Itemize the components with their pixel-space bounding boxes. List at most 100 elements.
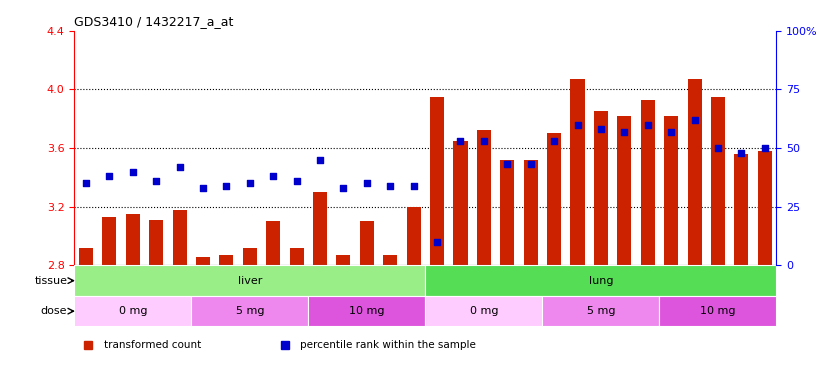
Bar — [360, 222, 374, 265]
Text: GDS3410 / 1432217_a_at: GDS3410 / 1432217_a_at — [74, 15, 234, 28]
Bar — [173, 210, 187, 265]
Point — [594, 126, 607, 132]
Point — [290, 178, 303, 184]
Text: dose: dose — [40, 306, 68, 316]
Bar — [266, 222, 280, 265]
Text: 10 mg: 10 mg — [349, 306, 385, 316]
Text: GSM326955: GSM326955 — [575, 268, 581, 313]
Bar — [711, 97, 725, 265]
Bar — [430, 97, 444, 265]
Point — [126, 169, 140, 175]
Bar — [336, 255, 350, 265]
Text: 0 mg: 0 mg — [470, 306, 498, 316]
Point — [337, 185, 350, 191]
Text: GSM326965: GSM326965 — [691, 268, 697, 313]
Bar — [313, 192, 327, 265]
Bar — [453, 141, 468, 265]
Text: GSM326947: GSM326947 — [481, 268, 487, 313]
Text: liver: liver — [238, 276, 262, 286]
Bar — [617, 116, 631, 265]
Bar — [290, 248, 304, 265]
Bar — [79, 248, 93, 265]
Bar — [757, 151, 771, 265]
Text: GSM326970: GSM326970 — [387, 268, 393, 313]
Text: GSM326945: GSM326945 — [458, 268, 463, 313]
Point — [314, 157, 327, 163]
Point — [501, 161, 514, 167]
Bar — [425, 296, 543, 326]
Bar — [524, 160, 538, 265]
Bar — [243, 248, 257, 265]
Point — [454, 138, 468, 144]
Bar — [74, 265, 425, 296]
Text: GSM326969: GSM326969 — [738, 268, 744, 313]
Text: GSM326953: GSM326953 — [551, 268, 557, 313]
Text: GSM326963: GSM326963 — [668, 268, 674, 313]
Bar — [425, 265, 776, 296]
Bar — [687, 79, 701, 265]
Point — [267, 173, 280, 179]
Bar — [406, 207, 420, 265]
Point — [641, 121, 654, 127]
Point — [407, 182, 420, 189]
Bar — [641, 100, 655, 265]
Text: GSM326964: GSM326964 — [317, 268, 323, 313]
Point — [477, 138, 491, 144]
Text: GSM326968: GSM326968 — [364, 268, 370, 313]
Text: GSM326962: GSM326962 — [294, 268, 300, 313]
Point — [383, 182, 396, 189]
Text: GSM326959: GSM326959 — [621, 268, 627, 313]
Point — [197, 185, 210, 191]
Text: transformed count: transformed count — [104, 340, 201, 351]
Bar — [74, 296, 192, 326]
Bar — [383, 255, 397, 265]
Bar — [594, 111, 608, 265]
Text: 10 mg: 10 mg — [700, 306, 736, 316]
Bar — [543, 296, 659, 326]
Point — [243, 180, 256, 186]
Text: GSM326954: GSM326954 — [200, 268, 206, 313]
Bar — [664, 116, 678, 265]
Bar — [102, 217, 116, 265]
Bar — [192, 296, 308, 326]
Text: GSM326971: GSM326971 — [762, 268, 767, 313]
Text: GSM326943: GSM326943 — [434, 268, 440, 313]
Bar — [477, 131, 491, 265]
Text: 5 mg: 5 mg — [586, 306, 615, 316]
Text: GSM326944: GSM326944 — [83, 268, 89, 313]
Text: GSM326948: GSM326948 — [130, 268, 135, 313]
Bar — [220, 255, 234, 265]
Text: GSM326949: GSM326949 — [505, 268, 510, 313]
Text: GSM326956: GSM326956 — [224, 268, 230, 313]
Point — [360, 180, 373, 186]
Text: GSM326946: GSM326946 — [107, 268, 112, 313]
Bar — [547, 133, 561, 265]
Text: GSM326966: GSM326966 — [340, 268, 346, 313]
Text: GSM326960: GSM326960 — [270, 268, 276, 313]
Point — [758, 145, 771, 151]
Point — [571, 121, 584, 127]
Point — [734, 150, 748, 156]
Text: GSM326967: GSM326967 — [715, 268, 721, 313]
Text: GSM326957: GSM326957 — [598, 268, 604, 313]
Text: GSM326972: GSM326972 — [411, 268, 416, 313]
Text: percentile rank within the sample: percentile rank within the sample — [301, 340, 477, 351]
Text: tissue: tissue — [35, 276, 68, 286]
Point — [102, 173, 116, 179]
Text: GSM326951: GSM326951 — [528, 268, 534, 313]
Point — [430, 239, 444, 245]
Point — [173, 164, 186, 170]
Point — [711, 145, 724, 151]
Bar — [150, 220, 164, 265]
Point — [688, 117, 701, 123]
Point — [548, 138, 561, 144]
Bar — [126, 214, 140, 265]
Point — [664, 129, 677, 135]
Text: 0 mg: 0 mg — [119, 306, 147, 316]
Text: GSM326961: GSM326961 — [645, 268, 651, 313]
Bar — [571, 79, 585, 265]
Point — [524, 161, 537, 167]
Bar — [734, 154, 748, 265]
Bar — [308, 296, 425, 326]
Point — [150, 178, 163, 184]
